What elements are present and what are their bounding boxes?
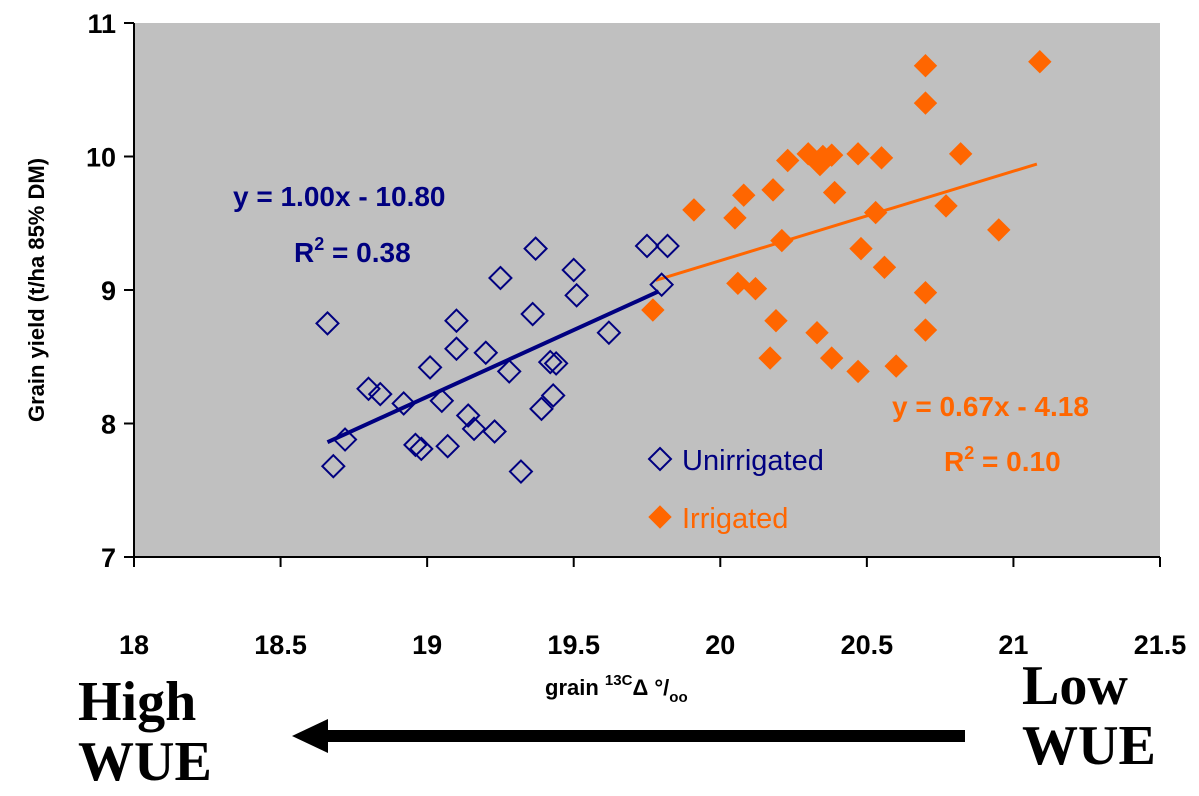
data-point-unirrigated	[520, 301, 546, 327]
data-point-irrigated	[846, 359, 870, 384]
data-point-unirrigated	[649, 272, 675, 298]
trend-lines	[326, 162, 1038, 445]
data-point-irrigated	[822, 180, 847, 205]
low-wue-label: Low WUE	[1022, 655, 1156, 777]
data-point-irrigated	[849, 236, 873, 261]
data-point-unirrigated	[523, 236, 549, 262]
r2-unirrigated: R2 = 0.38	[294, 234, 411, 268]
data-point-irrigated	[846, 142, 870, 166]
data-point-irrigated	[726, 271, 750, 296]
x-tick-label: 18.5	[254, 630, 307, 660]
trend-equation-irrigated: y = 0.67x - 4.18	[892, 391, 1089, 422]
trend-line-unirrigated	[326, 289, 660, 445]
trend-equation-unirrigated: y = 1.00x - 10.80	[233, 181, 446, 212]
data-point-irrigated	[641, 298, 665, 322]
data-point-unirrigated	[482, 419, 507, 444]
data-point-irrigated	[884, 354, 908, 378]
data-points	[315, 50, 1052, 484]
data-point-irrigated	[1028, 50, 1052, 74]
data-point-irrigated	[764, 308, 788, 333]
legend-marker-irrigated	[648, 505, 672, 529]
data-point-unirrigated	[315, 310, 340, 336]
data-point-irrigated	[682, 198, 706, 222]
legend-label-irrigated: Irrigated	[682, 503, 788, 535]
x-tick-label: 20.5	[841, 630, 894, 660]
data-point-unirrigated	[596, 320, 622, 346]
data-point-unirrigated	[508, 459, 534, 484]
legend-label-unirrigated: Unirrigated	[682, 445, 824, 477]
data-point-unirrigated	[540, 383, 566, 408]
data-point-irrigated	[863, 200, 888, 225]
axes	[124, 22, 1161, 567]
y-tick-label: 11	[87, 9, 116, 39]
data-point-irrigated	[805, 321, 829, 345]
x-tick-label: 20	[705, 630, 735, 660]
data-point-unirrigated	[444, 308, 469, 334]
y-tick-label: 10	[86, 143, 116, 173]
legend-marker-unirrigated	[647, 446, 673, 472]
data-point-irrigated	[743, 276, 768, 301]
data-point-unirrigated	[473, 340, 499, 366]
data-point-irrigated	[987, 218, 1011, 242]
y-axis-title: Grain yield (t/ha 85% DM)	[24, 158, 49, 422]
data-point-irrigated	[758, 346, 782, 370]
x-tick-label: 21	[998, 630, 1028, 660]
data-point-unirrigated	[444, 336, 469, 362]
y-tick-label: 7	[101, 543, 116, 573]
data-point-unirrigated	[543, 351, 569, 376]
data-point-unirrigated	[496, 359, 522, 384]
data-point-unirrigated	[367, 381, 393, 407]
data-point-irrigated	[819, 143, 844, 167]
data-point-unirrigated	[634, 233, 660, 259]
x-tick-label: 19	[412, 630, 442, 660]
x-tick-label: 18	[119, 630, 149, 660]
data-point-unirrigated	[403, 432, 428, 458]
trend-line-irrigated	[655, 162, 1038, 282]
data-point-irrigated	[732, 183, 756, 207]
y-tick-label: 8	[101, 410, 116, 440]
tick-labels: 18 18.5 19 19.5 20 20.5 21 21.5 7 8 9 10 11	[86, 9, 1186, 660]
data-point-irrigated	[761, 178, 785, 202]
data-point-irrigated	[796, 142, 820, 166]
data-point-unirrigated	[537, 349, 563, 375]
y-tick-label: 9	[101, 276, 116, 306]
x-tick-label: 21.5	[1134, 630, 1187, 660]
data-point-unirrigated	[461, 416, 487, 442]
data-point-irrigated	[872, 255, 897, 280]
data-point-irrigated	[948, 142, 973, 166]
data-point-irrigated	[913, 54, 938, 78]
data-point-unirrigated	[320, 453, 346, 479]
data-point-irrigated	[913, 280, 938, 305]
data-point-unirrigated	[356, 376, 381, 402]
data-point-irrigated	[913, 91, 938, 115]
data-point-unirrigated	[435, 433, 461, 459]
data-point-unirrigated	[391, 391, 417, 416]
data-point-unirrigated	[655, 233, 680, 259]
data-point-irrigated	[869, 146, 894, 170]
data-point-unirrigated	[529, 396, 554, 422]
data-point-irrigated	[776, 148, 800, 173]
data-point-unirrigated	[429, 388, 455, 414]
data-point-unirrigated	[455, 403, 481, 428]
data-point-irrigated	[913, 318, 938, 342]
wue-arrow	[292, 719, 965, 753]
data-point-unirrigated	[332, 427, 358, 452]
high-wue-label: High WUE	[78, 671, 212, 793]
data-point-irrigated	[934, 194, 958, 218]
x-axis-title: grain 13CΔ °/oo	[545, 672, 688, 706]
data-point-irrigated	[770, 228, 794, 253]
data-point-unirrigated	[561, 257, 587, 283]
data-point-unirrigated	[417, 355, 443, 380]
data-point-unirrigated	[408, 436, 434, 462]
x-tick-label: 19.5	[547, 630, 600, 660]
r2-irrigated: R2 = 0.10	[944, 443, 1061, 477]
legend: Unirrigated Irrigated	[647, 445, 824, 535]
data-point-unirrigated	[488, 265, 513, 291]
data-point-unirrigated	[564, 282, 590, 308]
plot-area	[134, 23, 1160, 557]
data-point-irrigated	[819, 346, 844, 370]
data-point-irrigated	[723, 206, 747, 230]
